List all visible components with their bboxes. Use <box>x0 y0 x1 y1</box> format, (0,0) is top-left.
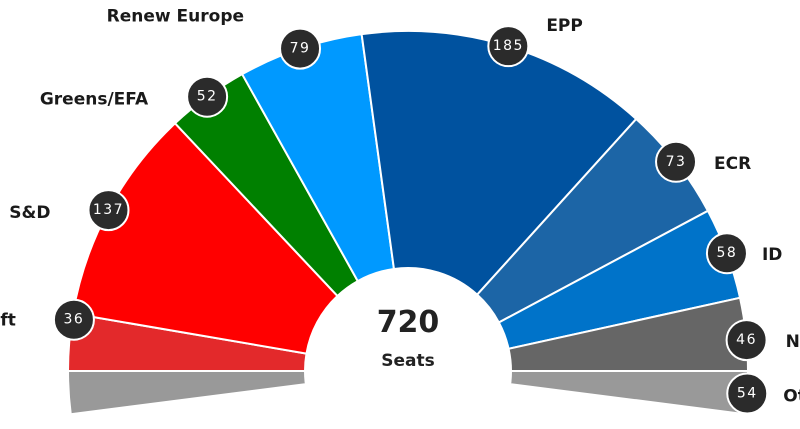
total-seats: 720 <box>377 305 440 340</box>
party-name: ECR <box>714 154 751 174</box>
party-name: Greens/EFA <box>40 90 149 110</box>
seat-count: 185 <box>493 38 524 54</box>
party-name: ID <box>762 245 782 265</box>
segment-epp <box>360 30 638 297</box>
seat-count: 52 <box>197 89 218 105</box>
seat-bubble <box>487 25 530 68</box>
party-name: Left <box>0 311 16 331</box>
segment-s-d <box>71 121 339 355</box>
seat-bubble <box>186 75 229 118</box>
party-name: Others <box>783 387 800 407</box>
segment-others-left <box>66 370 307 416</box>
label-s-d: 137 S&D <box>9 189 130 232</box>
label-id: 58 ID <box>705 232 782 275</box>
seat-bubble <box>52 298 95 341</box>
label-epp: 185 EPP <box>487 16 583 68</box>
seat-bubble <box>655 140 698 183</box>
label-ni: 46 NI <box>725 319 800 362</box>
seat-bubble <box>279 27 322 70</box>
seat-bubble <box>87 189 130 232</box>
seat-bubble <box>725 319 768 362</box>
label-greens-efa: 52 Greens/EFA <box>40 75 229 118</box>
seat-count: 54 <box>737 386 758 402</box>
label-renew-europe: 79 Renew Europe <box>107 7 322 70</box>
seat-bubble <box>726 372 769 415</box>
seat-bubble <box>705 232 748 275</box>
label-others: 54 Others <box>726 372 800 415</box>
seat-count: 36 <box>64 312 85 328</box>
seat-count: 73 <box>666 154 687 170</box>
party-name: S&D <box>9 203 50 223</box>
seat-count: 46 <box>736 332 757 348</box>
label-left: 36 Left <box>0 298 95 341</box>
seat-count: 79 <box>290 41 311 57</box>
party-name: Renew Europe <box>107 7 244 27</box>
segment-others <box>509 370 750 416</box>
party-name: EPP <box>546 16 583 36</box>
party-name: NI <box>786 332 800 352</box>
seat-count: 58 <box>717 245 738 261</box>
label-ecr: 73 ECR <box>655 140 751 183</box>
total-seats-label: Seats <box>381 351 435 371</box>
seat-count: 137 <box>93 202 124 218</box>
